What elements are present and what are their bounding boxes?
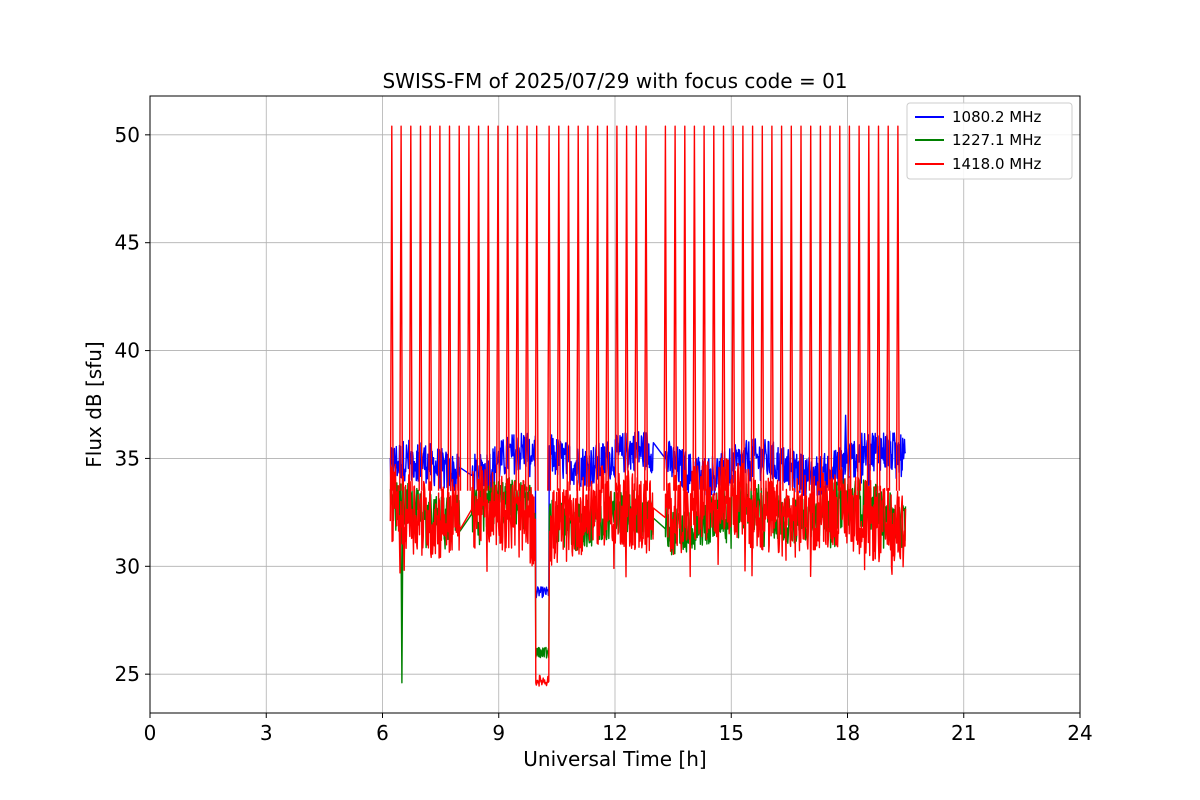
legend-label-1080: 1080.2 MHz (952, 108, 1041, 126)
x-tick-label: 3 (260, 721, 273, 745)
y-tick-label: 50 (115, 123, 140, 147)
x-tick-label: 6 (376, 721, 389, 745)
x-tick-label: 24 (1067, 721, 1092, 745)
x-tick-label: 0 (144, 721, 157, 745)
x-tick-label: 9 (492, 721, 505, 745)
x-tick-label: 21 (951, 721, 976, 745)
legend-label-1418: 1418.0 MHz (952, 155, 1041, 173)
series-line-14180 (389, 125, 907, 687)
y-axis-label: Flux dB [sfu] (82, 341, 106, 467)
plot-series (389, 125, 907, 687)
y-tick-label: 40 (115, 339, 140, 363)
x-tick-label: 15 (719, 721, 744, 745)
y-tick-label: 25 (115, 662, 140, 686)
y-tick-label: 30 (115, 554, 140, 578)
x-tick-label: 12 (602, 721, 627, 745)
y-tick-label: 45 (115, 231, 140, 255)
x-axis-label: Universal Time [h] (523, 747, 706, 771)
legend-label-1227: 1227.1 MHz (952, 131, 1041, 149)
axis-ticks: 0 3 6 9 12 15 18 21 24 25 30 35 40 45 50 (115, 123, 1093, 745)
legend-box (906, 102, 1073, 180)
legend: 1080.2 MHz 1227.1 MHz 1418.0 MHz (906, 102, 1073, 180)
x-tick-label: 18 (835, 721, 860, 745)
chart-title: SWISS-FM of 2025/07/29 with focus code =… (382, 69, 847, 93)
y-tick-label: 35 (115, 446, 140, 470)
